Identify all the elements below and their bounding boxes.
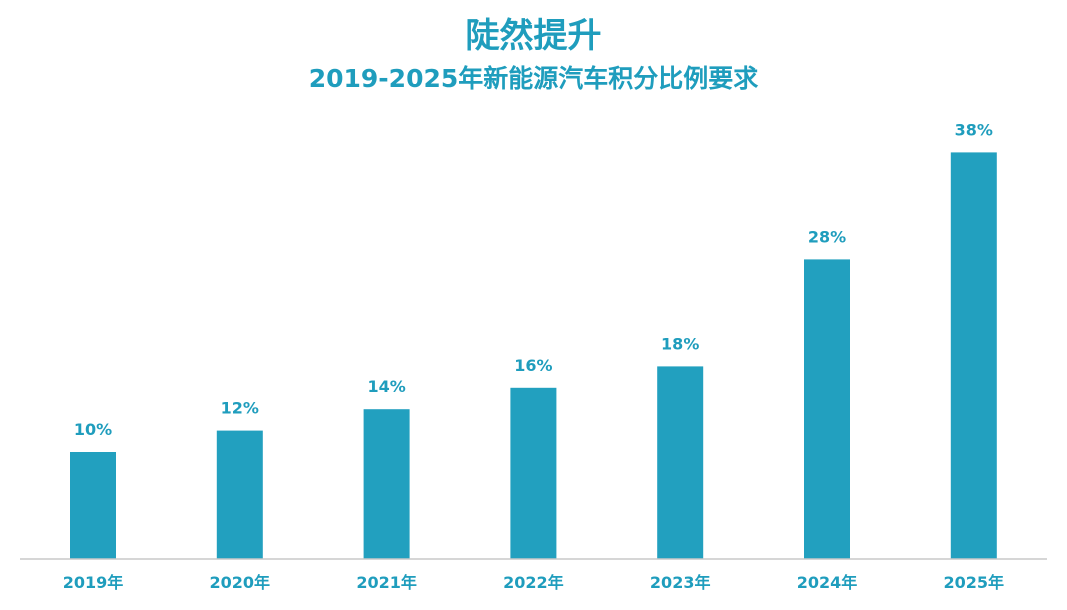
bar — [216, 430, 263, 559]
bar-value-label: 18% — [661, 334, 699, 353]
bar-value-label: 28% — [808, 227, 846, 246]
chart-subtitle: 2019-2025年新能源汽车积分比例要求 — [308, 64, 759, 93]
x-tick-label: 2021年 — [356, 573, 417, 592]
x-tick-label: 2019年 — [63, 573, 124, 592]
bar — [950, 152, 997, 559]
bars-group — [70, 152, 997, 559]
bar-value-label: 38% — [955, 120, 993, 139]
bar — [804, 259, 850, 559]
value-labels-group: 10% 12% 14% 16% 18% 28% 38% — [74, 120, 993, 439]
x-tick-label: 2024年 — [797, 573, 858, 592]
bar — [363, 409, 410, 559]
x-tick-label: 2023年 — [650, 573, 711, 592]
x-tick-labels-group: 2019年 2020年 2021年 2022年 2023年 2024年 2025年 — [63, 573, 1004, 592]
bar-value-label: 14% — [367, 377, 405, 396]
bar-value-label: 10% — [74, 420, 112, 439]
x-tick-label: 2025年 — [944, 573, 1005, 592]
bar — [657, 366, 704, 559]
x-tick-label: 2022年 — [503, 573, 564, 592]
bar — [510, 387, 557, 559]
bar-value-label: 16% — [514, 356, 552, 375]
bar — [70, 452, 116, 559]
x-tick-label: 2020年 — [210, 573, 271, 592]
bar-value-label: 12% — [221, 399, 259, 418]
chart-title: 陡然提升 — [465, 16, 602, 56]
